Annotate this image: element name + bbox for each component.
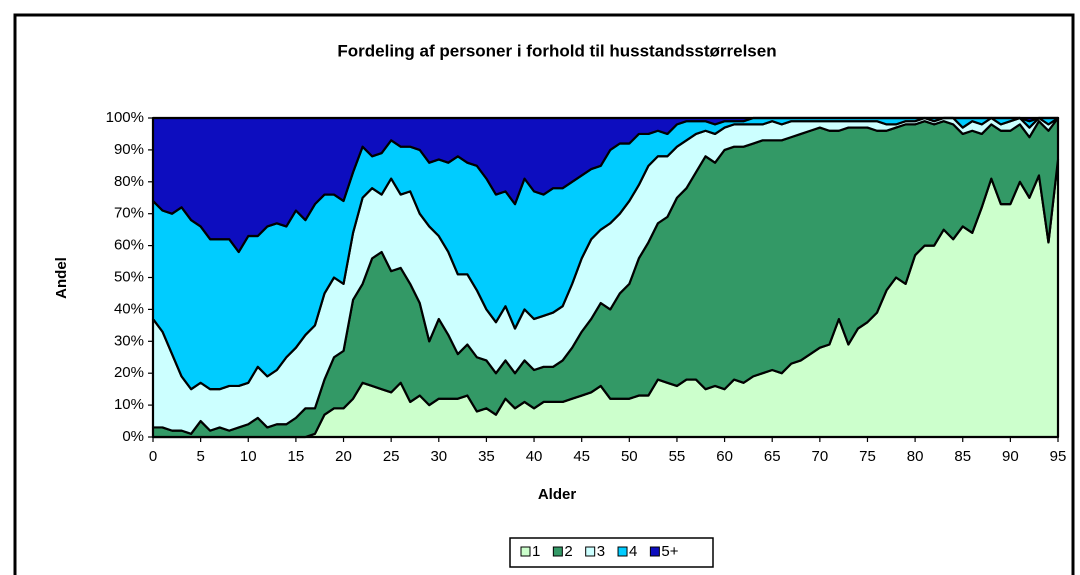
y-tick-label: 0% <box>122 428 144 445</box>
x-tick-label: 75 <box>859 448 876 465</box>
x-tick-label: 10 <box>240 448 257 465</box>
y-tick-label: 80% <box>114 173 144 190</box>
x-tick-label: 0 <box>149 448 157 465</box>
x-tick-label: 45 <box>573 448 590 465</box>
x-tick-label: 20 <box>335 448 352 465</box>
y-tick-label: 90% <box>114 141 144 158</box>
legend-label: 1 <box>532 543 540 560</box>
y-tick-label: 10% <box>114 396 144 413</box>
y-tick-label: 40% <box>114 300 144 317</box>
area <box>151 116 1060 254</box>
x-tick-label: 40 <box>526 448 543 465</box>
x-tick-label: 90 <box>1002 448 1019 465</box>
x-tick-label: 15 <box>288 448 305 465</box>
x-tick-label: 35 <box>478 448 495 465</box>
x-tick-label: 25 <box>383 448 400 465</box>
y-tick-label: 20% <box>114 364 144 381</box>
legend-swatch <box>617 546 628 557</box>
x-tick-label: 65 <box>764 448 781 465</box>
x-tick-label: 5 <box>196 448 204 465</box>
legend-label: 4 <box>629 543 637 560</box>
x-tick-label: 30 <box>430 448 447 465</box>
y-axis-title: Andel <box>53 257 70 299</box>
x-tick-label: 95 <box>1050 448 1067 465</box>
y-tick-label: 70% <box>114 205 144 222</box>
x-axis-title: Alder <box>538 486 577 503</box>
chart-title: Fordeling af personer i forhold til huss… <box>337 41 776 60</box>
legend-label: 2 <box>564 543 572 560</box>
x-tick-label: 85 <box>954 448 971 465</box>
legend-swatch <box>649 546 660 557</box>
legend-swatch <box>520 546 531 557</box>
legend-label: 3 <box>597 543 605 560</box>
legend-box <box>509 537 714 568</box>
y-tick-label: 50% <box>114 268 144 285</box>
legend-swatch <box>552 546 563 557</box>
legend-label: 5+ <box>661 543 678 560</box>
x-tick-label: 55 <box>669 448 686 465</box>
x-tick-label: 60 <box>716 448 733 465</box>
y-tick-label: 100% <box>106 109 144 126</box>
x-tick-label: 80 <box>907 448 924 465</box>
x-tick-label: 50 <box>621 448 638 465</box>
x-tick-label: 70 <box>811 448 828 465</box>
y-tick-label: 60% <box>114 237 144 254</box>
legend-swatch <box>585 546 596 557</box>
y-tick-label: 30% <box>114 332 144 349</box>
